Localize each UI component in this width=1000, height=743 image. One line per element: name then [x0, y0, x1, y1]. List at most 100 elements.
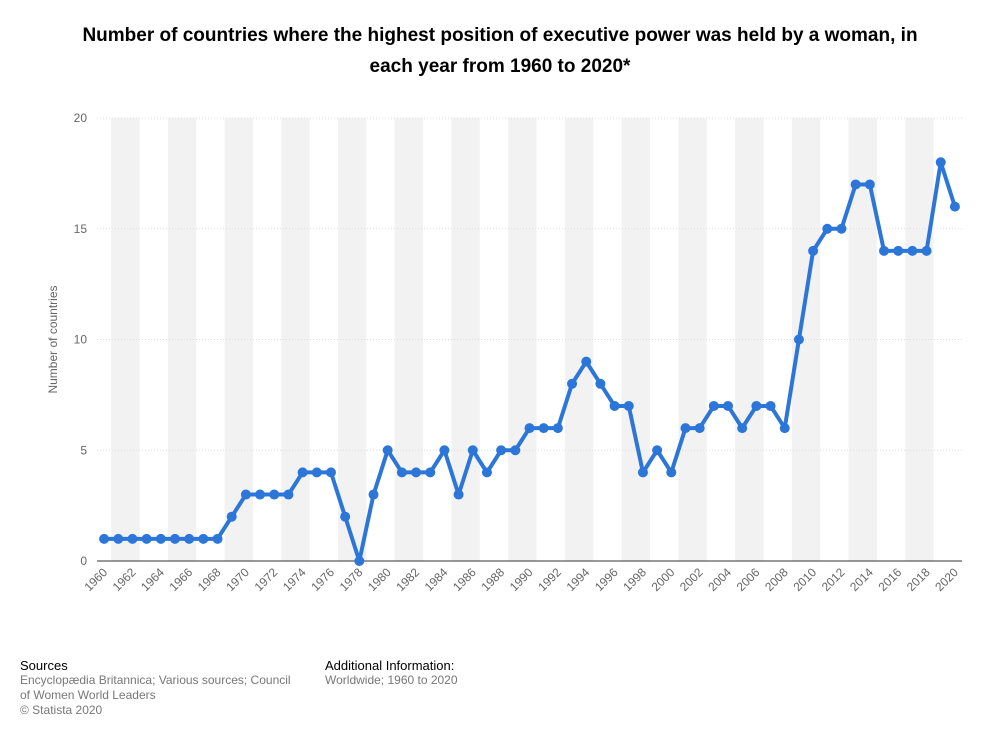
data-point[interactable] [212, 533, 223, 544]
x-tick-label: 1970 [223, 565, 252, 594]
data-point[interactable] [623, 400, 634, 411]
data-point[interactable] [269, 489, 280, 500]
additional-info-text: Worldwide; 1960 to 2020 [325, 673, 458, 687]
data-point[interactable] [481, 467, 492, 478]
data-point[interactable] [652, 445, 663, 456]
x-tick-label: 1972 [252, 565, 281, 594]
data-point[interactable] [680, 423, 691, 434]
x-tick-label: 2014 [847, 565, 876, 594]
data-point[interactable] [836, 223, 847, 234]
data-point[interactable] [864, 179, 875, 190]
background-band [508, 118, 537, 561]
background-band [621, 118, 651, 561]
data-point[interactable] [907, 245, 918, 256]
data-point[interactable] [637, 467, 648, 478]
data-point[interactable] [694, 423, 705, 434]
x-tick-label: 1966 [167, 565, 196, 594]
data-point[interactable] [921, 245, 932, 256]
data-point[interactable] [127, 533, 138, 544]
data-point[interactable] [325, 467, 336, 478]
data-point[interactable] [723, 400, 734, 411]
x-tick-label: 2020 [932, 565, 961, 594]
x-tick-label: 1986 [450, 565, 479, 594]
data-point[interactable] [552, 423, 563, 434]
data-point[interactable] [297, 467, 308, 478]
x-tick-label: 1984 [422, 565, 451, 594]
data-point[interactable] [510, 445, 521, 456]
data-point[interactable] [496, 445, 507, 456]
data-point[interactable] [439, 445, 450, 456]
data-point[interactable] [141, 533, 152, 544]
data-point[interactable] [595, 378, 606, 389]
data-point[interactable] [226, 511, 237, 522]
x-tick-label: 1982 [393, 565, 422, 594]
data-point[interactable] [524, 423, 535, 434]
data-point[interactable] [255, 489, 266, 500]
data-point[interactable] [354, 556, 365, 566]
data-point[interactable] [155, 533, 166, 544]
x-tick-label: 1962 [110, 565, 139, 594]
series-group [99, 157, 960, 566]
y-axis-label: Number of countries [46, 285, 60, 393]
data-point[interactable] [879, 245, 890, 256]
data-point[interactable] [567, 378, 578, 389]
gridlines [97, 117, 962, 562]
data-point[interactable] [949, 201, 960, 212]
additional-info-block: Additional Information: Worldwide; 1960 … [325, 658, 625, 688]
data-point[interactable] [467, 445, 478, 456]
x-tick-label: 2004 [705, 565, 734, 594]
data-point[interactable] [538, 423, 549, 434]
sources-block: Sources Encyclopædia Britannica; Various… [20, 658, 320, 718]
data-point[interactable] [609, 400, 620, 411]
data-point[interactable] [779, 423, 790, 434]
x-tick-label: 1996 [592, 565, 621, 594]
data-point[interactable] [425, 467, 436, 478]
data-point[interactable] [382, 445, 393, 456]
data-point[interactable] [850, 179, 861, 190]
y-tick-label: 10 [74, 333, 88, 347]
data-point[interactable] [283, 489, 294, 500]
data-point[interactable] [935, 157, 946, 168]
data-point[interactable] [340, 511, 351, 522]
y-tick-label: 20 [74, 111, 88, 125]
data-point[interactable] [893, 245, 904, 256]
x-tick-label: 1974 [280, 565, 309, 594]
x-tick-label: 1968 [195, 565, 224, 594]
data-point[interactable] [765, 400, 776, 411]
x-tick-label: 1990 [507, 565, 536, 594]
data-point[interactable] [99, 533, 110, 544]
x-tick-label: 2008 [762, 565, 791, 594]
data-point[interactable] [396, 467, 407, 478]
copyright: © Statista 2020 [20, 703, 103, 717]
x-tick-label: 1992 [535, 565, 564, 594]
data-point[interactable] [184, 533, 195, 544]
data-point[interactable] [198, 533, 209, 544]
background-band [564, 118, 594, 561]
plot-background-bands [111, 118, 934, 561]
x-tick-label: 2018 [904, 565, 933, 594]
data-point[interactable] [113, 533, 124, 544]
data-point[interactable] [411, 467, 422, 478]
x-tick-label: 2016 [876, 565, 905, 594]
data-point[interactable] [666, 467, 677, 478]
x-tick-label: 1998 [620, 565, 649, 594]
data-point[interactable] [708, 400, 719, 411]
data-point[interactable] [808, 245, 819, 256]
data-point[interactable] [368, 489, 379, 500]
sources-heading: Sources [20, 658, 68, 673]
x-tick-label: 2010 [790, 565, 819, 594]
data-point[interactable] [581, 356, 592, 367]
data-point[interactable] [240, 489, 251, 500]
data-point[interactable] [737, 423, 748, 434]
x-tick-label: 2000 [649, 565, 678, 594]
y-tick-label: 0 [80, 554, 87, 568]
data-point[interactable] [751, 400, 762, 411]
data-point[interactable] [169, 533, 180, 544]
data-point[interactable] [793, 334, 804, 345]
x-tick-label: 1994 [564, 565, 593, 594]
data-point[interactable] [311, 467, 322, 478]
data-point[interactable] [453, 489, 464, 500]
data-point[interactable] [822, 223, 833, 234]
x-tick-label: 1976 [308, 565, 337, 594]
